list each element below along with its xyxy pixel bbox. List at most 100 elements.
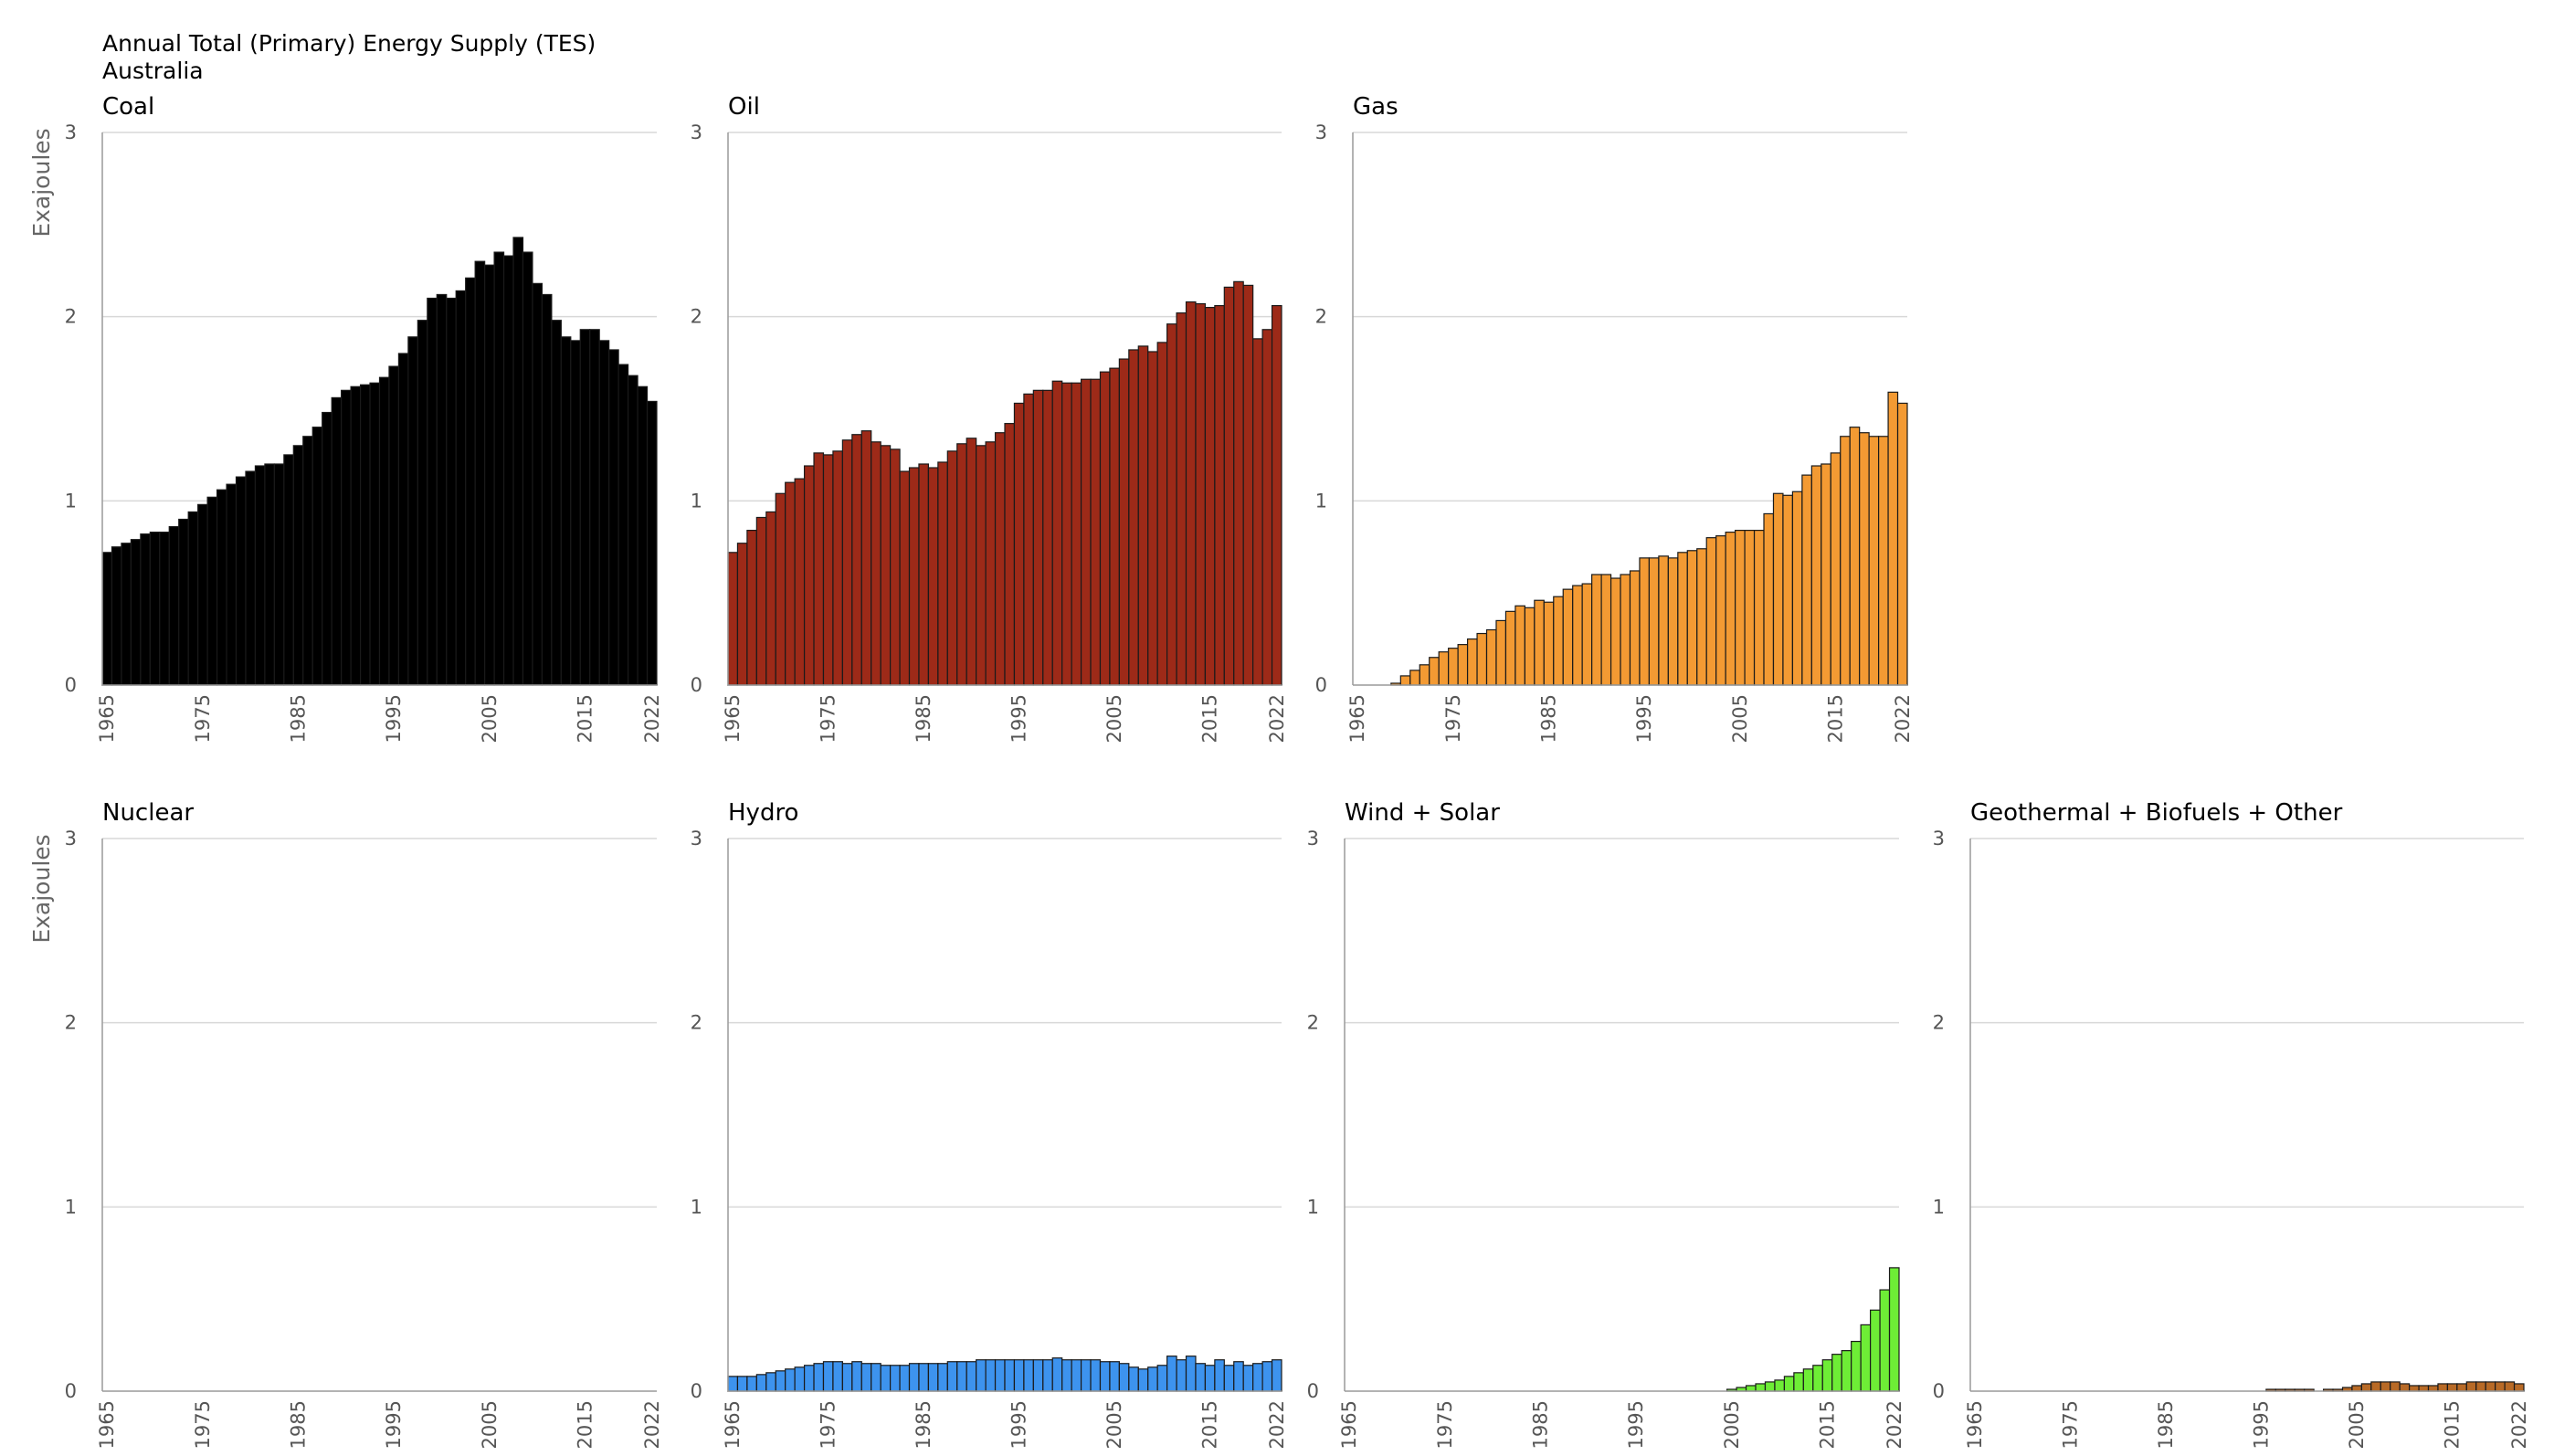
geothermal-biofuels-other-bar — [2475, 1381, 2486, 1392]
geothermal-biofuels-other-xtick-label: 1985 — [2155, 1400, 2177, 1449]
gas-xtick-label: 1975 — [1442, 694, 1464, 743]
geothermal-biofuels-other-xtick-label: 1975 — [2060, 1400, 2082, 1449]
panel-oil: Oil 0 1 2 3 1965 1975 1985 1995 2005 2015 2022 — [691, 93, 1288, 743]
hydro-bar — [1071, 1359, 1082, 1392]
hydro-bar — [1176, 1359, 1187, 1392]
gas-xtick-label: 1985 — [1538, 694, 1560, 743]
nuclear-ytick-label: 2 — [65, 1012, 77, 1034]
geothermal-biofuels-other-bar — [2504, 1381, 2516, 1392]
hydro-bar — [803, 1365, 815, 1392]
hydro-bar — [746, 1376, 757, 1392]
oil-bar — [1185, 301, 1197, 686]
gas-ytick-label: 1 — [1315, 490, 1327, 512]
wind-solar-xtick-label: 1975 — [1434, 1400, 1456, 1449]
oil-bar — [1271, 304, 1282, 686]
oil-xtick-label: 2022 — [1266, 694, 1288, 743]
hydro-bar — [1032, 1359, 1044, 1392]
geothermal-biofuels-other-bar — [2456, 1383, 2467, 1392]
wind-solar-ytick-label: 2 — [1307, 1012, 1319, 1034]
wind-solar-xtick-label: 1985 — [1530, 1400, 1552, 1449]
oil-bar — [1118, 358, 1130, 686]
coal-bar — [493, 251, 505, 686]
header-country: Australia — [102, 58, 204, 84]
coal-bar — [407, 336, 418, 686]
oil-bar — [1204, 306, 1216, 686]
coal-bar — [560, 336, 572, 686]
oil-bar — [1214, 304, 1225, 686]
hydro-xtick-label: 1985 — [913, 1400, 934, 1449]
gas-bar — [1840, 436, 1851, 686]
hydro-bar — [899, 1365, 911, 1392]
coal-xtick-label: 1985 — [288, 694, 310, 743]
gas-bar — [1639, 557, 1651, 686]
geothermal-biofuels-other-bar — [2485, 1381, 2496, 1392]
oil-ytick-label: 1 — [691, 490, 702, 512]
oil-bar — [994, 432, 1006, 686]
gas-bar — [1572, 585, 1583, 686]
geothermal-biofuels-other-bar — [2495, 1381, 2506, 1392]
gas-title: Gas — [1353, 93, 1398, 121]
coal-bar — [417, 320, 428, 686]
oil-bar — [832, 450, 843, 686]
oil-title: Oil — [728, 93, 760, 121]
wind-solar-bar — [1879, 1289, 1891, 1392]
coal-xtick-label: 1975 — [192, 694, 214, 743]
wind-solar-bar — [1745, 1385, 1757, 1392]
gas-bar — [1514, 605, 1525, 686]
gas-bar — [1677, 552, 1688, 686]
gas-bar — [1686, 550, 1698, 686]
geothermal-biofuels-other-ytick-label: 3 — [1933, 828, 1945, 849]
hydro-bar — [822, 1361, 834, 1392]
coal-bar — [245, 470, 257, 686]
nuclear-xtick-label: 1965 — [96, 1400, 118, 1449]
hydro-bar — [813, 1363, 825, 1392]
gas-bar — [1457, 644, 1469, 686]
nuclear-ylabel: Exajoules — [28, 834, 55, 943]
oil-bar — [976, 445, 987, 686]
oil-bar — [1013, 402, 1025, 686]
hydro-bar — [1147, 1366, 1158, 1392]
coal-bar — [206, 496, 218, 686]
oil-bar — [966, 438, 977, 686]
oil-bar — [1109, 367, 1120, 686]
wind-solar-ytick-label: 1 — [1307, 1196, 1319, 1218]
gas-bar — [1868, 436, 1880, 686]
coal-ytick-label: 0 — [65, 674, 77, 696]
hydro-bar — [1118, 1363, 1130, 1392]
oil-bar — [927, 467, 939, 686]
oil-bar — [736, 543, 748, 686]
hydro-xtick-label: 2022 — [1266, 1400, 1288, 1449]
hydro-bar — [1185, 1356, 1197, 1392]
geothermal-biofuels-other-bar — [2370, 1381, 2381, 1392]
gas-bar — [1878, 436, 1889, 686]
gas-bar — [1896, 402, 1908, 686]
gas-bar — [1438, 651, 1450, 686]
gas-bar — [1735, 529, 1746, 686]
oil-bar — [1195, 302, 1207, 686]
coal-bar — [465, 277, 476, 686]
coal-bar — [302, 436, 313, 686]
gas-bar — [1562, 588, 1574, 686]
gas-bar — [1696, 548, 1707, 686]
oil-bar — [860, 430, 872, 686]
coal-bar — [331, 396, 343, 686]
gas-ytick-label: 2 — [1315, 306, 1327, 328]
hydro-bar — [794, 1366, 806, 1392]
gas-bar — [1648, 557, 1660, 686]
oil-bar — [1080, 378, 1092, 686]
oil-bar — [1176, 312, 1187, 686]
oil-bar — [871, 441, 881, 686]
oil-bar — [1099, 371, 1111, 686]
oil-bar — [946, 450, 958, 686]
coal-xtick-label: 1965 — [96, 694, 118, 743]
coal-xtick-label: 2022 — [641, 694, 663, 743]
oil-xtick-label: 1995 — [1008, 694, 1030, 743]
coal-bar — [646, 400, 658, 686]
nuclear-xtick-label: 1975 — [192, 1400, 214, 1449]
nuclear-xtick-label: 2015 — [575, 1400, 596, 1449]
oil-bar — [794, 478, 806, 686]
coal-bar — [598, 340, 610, 686]
geothermal-biofuels-other-ytick-label: 0 — [1933, 1380, 1945, 1402]
oil-bar — [775, 492, 786, 686]
